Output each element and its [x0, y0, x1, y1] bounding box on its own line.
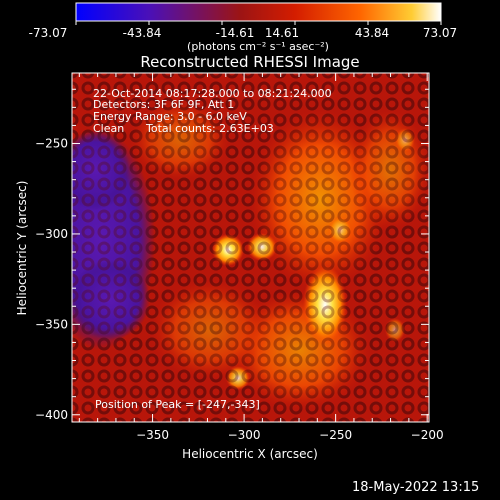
x-tick-label: −250 — [319, 428, 352, 442]
colorbar-ticks — [75, 21, 442, 25]
x-axis-label: Heliocentric X (arcsec) — [182, 447, 318, 461]
rhessi-image — [72, 73, 429, 422]
detectors-annotation: Detectors: 3F 6F 9F, Att 1 — [93, 98, 234, 111]
y-tick-label: −300 — [35, 227, 68, 241]
axis-ticks: −350 −300 −250 −200 −250 −300 −350 −400 — [35, 73, 444, 442]
colorbar-tick-label: -14.61 — [216, 26, 255, 40]
colorbar-gradient — [75, 2, 442, 22]
footer-timestamp: 18-May-2022 13:15 — [352, 480, 480, 495]
energy-annotation: Energy Range: 3.0 - 6.0 keV — [93, 110, 247, 123]
x-tick-label: −300 — [228, 428, 261, 442]
colorbar-unit-label: (photons cm⁻² s⁻¹ asec⁻²) — [187, 40, 329, 53]
image-frame — [71, 72, 430, 423]
y-tick-label: −250 — [35, 137, 68, 151]
y-axis-label: Heliocentric Y (arcsec) — [15, 181, 29, 316]
colorbar-tick-label: -43.84 — [123, 26, 162, 40]
peak-annotation: Position of Peak = [-247,-343] — [95, 398, 260, 411]
colorbar-tick-label: 73.07 — [423, 26, 457, 40]
x-tick-label: −200 — [411, 428, 444, 442]
colorbar-tick-label: 43.84 — [355, 26, 389, 40]
time-range-annotation: 22-Oct-2014 08:17:28.000 to 08:21:24.000 — [93, 87, 332, 100]
y-tick-label: −400 — [35, 408, 68, 422]
colorbar: -73.07 -43.84 -14.61 14.61 43.84 73.07 (… — [29, 2, 457, 53]
algorithm-annotation: Clean — [93, 122, 124, 135]
y-tick-label: −350 — [35, 317, 68, 331]
colorbar-tick-label: -73.07 — [29, 26, 68, 40]
colorbar-tick-label: 14.61 — [265, 26, 299, 40]
counts-annotation: Total counts: 2.63E+03 — [145, 122, 274, 135]
x-tick-label: −350 — [136, 428, 169, 442]
plot-title: Reconstructed RHESSI Image — [140, 53, 359, 71]
